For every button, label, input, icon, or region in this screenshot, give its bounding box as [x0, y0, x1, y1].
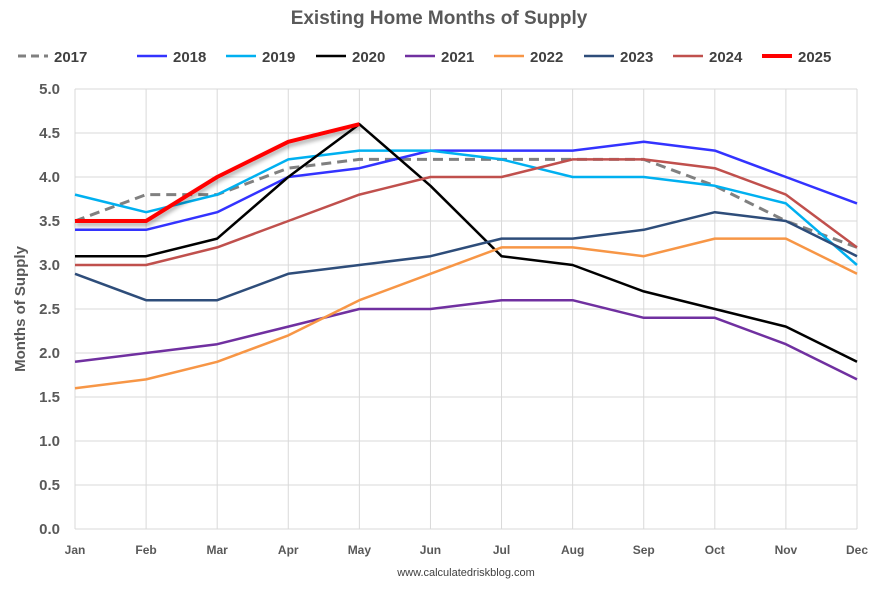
chart-title: Existing Home Months of Supply	[291, 8, 588, 29]
series-line-2025	[75, 122, 360, 223]
x-tick-label: Dec	[846, 543, 868, 557]
x-tick-label: Feb	[135, 543, 156, 557]
y-tick-label: 3.0	[39, 257, 60, 274]
y-tick-label: 3.5	[39, 213, 60, 230]
x-tick-label: Jun	[420, 543, 441, 557]
series-line-2021	[74, 298, 858, 381]
series-line-2017	[74, 157, 858, 249]
y-tick-label: 5.0	[39, 81, 60, 98]
y-tick-label: 4.5	[39, 125, 60, 142]
y-tick-label: 2.5	[39, 301, 60, 318]
series-line-2024	[75, 158, 858, 267]
series-line-2018	[75, 140, 858, 232]
x-tick-label: May	[348, 543, 372, 557]
legend-label-2018: 2018	[173, 49, 206, 66]
x-tick-label: Sep	[633, 543, 655, 557]
gridlines	[74, 88, 858, 530]
legend-label-2020: 2020	[352, 49, 385, 66]
y-tick-label: 2.0	[39, 345, 60, 362]
x-tick-labels: Jan Feb Mar Apr May Jun Jul Aug Sep Oct Nov Dec	[65, 543, 869, 557]
legend-label-2017: 2017	[54, 49, 87, 66]
x-tick-label: Mar	[207, 543, 229, 557]
legend-label-2019: 2019	[262, 49, 295, 66]
source-label: www.calculatedriskblog.com	[396, 567, 535, 579]
y-tick-label: 0.5	[39, 477, 60, 494]
legend: 2017 2018 2019 2020 2021 2022 2023 2024 2025	[18, 49, 831, 66]
x-tick-label: Nov	[775, 543, 798, 557]
y-axis-label: Months of Supply	[12, 245, 29, 371]
x-tick-label: Oct	[705, 543, 725, 557]
legend-label-2023: 2023	[620, 49, 653, 66]
series-line-2023	[74, 210, 858, 302]
legend-label-2024: 2024	[709, 49, 743, 66]
series-lines	[74, 122, 858, 390]
y-tick-label: 1.0	[39, 433, 60, 450]
legend-label-2022: 2022	[530, 49, 563, 66]
y-tick-label: 1.5	[39, 389, 60, 406]
legend-label-2025: 2025	[798, 49, 831, 66]
series-line-2022	[74, 237, 858, 390]
x-tick-label: Jul	[493, 543, 510, 557]
x-tick-label: Jan	[65, 543, 86, 557]
y-tick-label: 4.0	[39, 169, 60, 186]
legend-label-2021: 2021	[441, 49, 474, 66]
series-line-2020	[75, 122, 858, 363]
series-line-2019	[74, 149, 858, 266]
x-tick-label: Aug	[561, 543, 584, 557]
y-tick-label: 0.0	[39, 521, 60, 538]
x-tick-label: Apr	[278, 543, 299, 557]
y-tick-labels: 0.0 0.5 1.0 1.5 2.0 2.5 3.0 3.5 4.0 4.5 5.0	[39, 81, 60, 538]
